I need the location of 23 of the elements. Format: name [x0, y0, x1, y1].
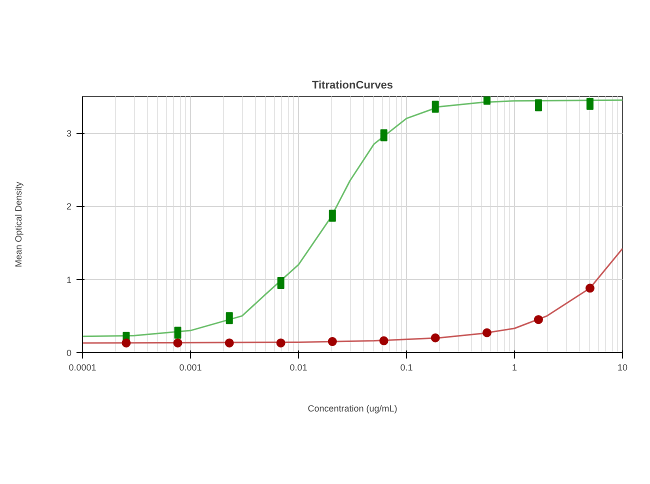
- point: [224, 338, 234, 348]
- x-axis-title: Concentration (ug/mL): [308, 404, 398, 414]
- point: [379, 336, 388, 346]
- y-tick-label: 2: [66, 202, 72, 212]
- y-axis-title: Mean Optical Density: [13, 181, 24, 268]
- x-tick-label: 1: [512, 362, 518, 372]
- x-tick-label: 0.0001: [68, 362, 96, 372]
- point: [534, 315, 543, 324]
- chart-title: TitrationCurves: [312, 80, 394, 92]
- x-tick-label: 10: [617, 362, 628, 372]
- y-tick-label: 3: [66, 128, 72, 139]
- point: [328, 337, 337, 346]
- point: [430, 333, 440, 342]
- point: [276, 338, 286, 348]
- x-tick-label: 0.1: [400, 362, 413, 372]
- point: [122, 338, 131, 348]
- point: [173, 338, 182, 348]
- x-tick-label: 0.01: [290, 362, 308, 372]
- y-tick-label: 1: [66, 274, 72, 285]
- point: [482, 328, 492, 338]
- x-tick-label: 0.001: [179, 362, 202, 372]
- y-tick-label: 0: [66, 348, 72, 358]
- point: [585, 284, 594, 293]
